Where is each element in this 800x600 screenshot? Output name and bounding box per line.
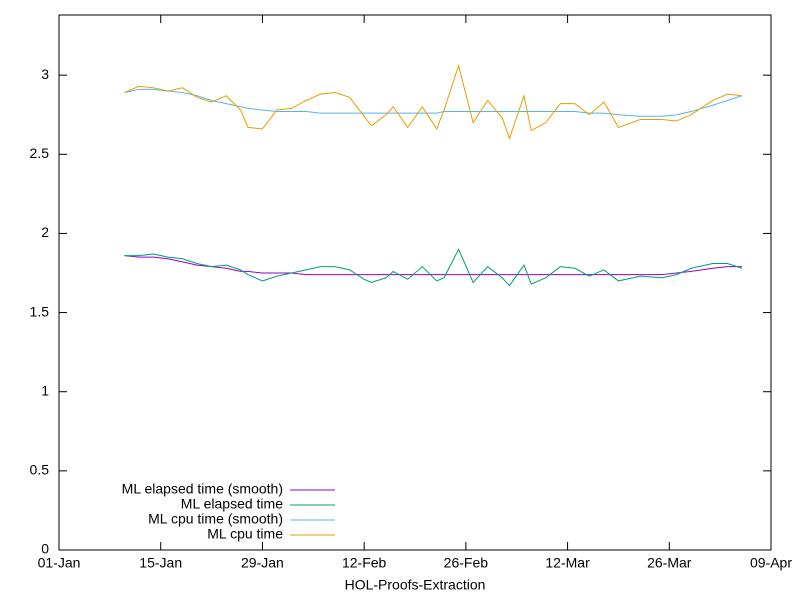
x-tick-label: 01-Jan [38,555,81,571]
x-tick-label: 29-Jan [241,555,284,571]
y-tick-label: 3 [41,66,49,82]
x-tick-label: 12-Feb [342,555,387,571]
series-line [124,255,742,276]
legend-label: ML elapsed time [181,496,283,512]
x-tick-label: 26-Mar [647,555,692,571]
series-line [124,63,742,140]
legend-label: ML elapsed time (smooth) [122,481,283,497]
y-tick-label: 0 [41,541,49,557]
y-tick-label: 1 [41,382,49,398]
x-tick-label: 15-Jan [139,555,182,571]
x-tick-label: 09-Apr [750,555,792,571]
legend-label: ML cpu time [207,526,283,542]
x-tick-label: 12-Mar [545,555,590,571]
series-line [124,88,743,117]
y-tick-label: 0.5 [30,462,50,478]
y-tick-label: 2.5 [30,145,50,161]
x-axis-label: HOL-Proofs-Extraction [345,577,486,593]
y-tick-label: 2 [41,224,49,240]
y-tick-label: 1.5 [30,303,50,319]
plot-frame [58,14,772,551]
legend-label: ML cpu time (smooth) [148,511,283,527]
series-line [124,248,743,287]
x-tick-label: 26-Feb [444,555,489,571]
